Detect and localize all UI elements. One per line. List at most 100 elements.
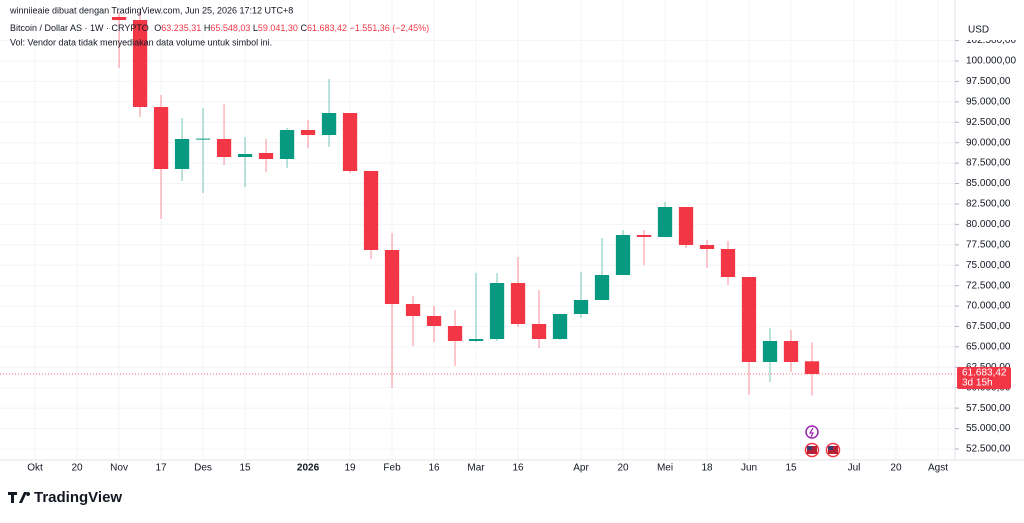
y-tick-label: 80.000,00 (966, 219, 1011, 230)
y-tick-label: 70.000,00 (966, 301, 1011, 312)
x-tick-label: 18 (701, 463, 713, 474)
candle (573, 271, 589, 318)
candle (468, 273, 484, 342)
last-price-label: 61.683,42 (962, 368, 1007, 379)
candle-body (552, 313, 568, 339)
y-tick-label: 52.500,00 (966, 444, 1011, 455)
candle (615, 230, 631, 276)
candle-body (657, 207, 673, 238)
candle (804, 342, 820, 396)
candle-body (111, 17, 127, 21)
candle (405, 296, 421, 346)
x-tick-label: 2026 (297, 463, 320, 474)
candle (195, 108, 211, 194)
candle-body (405, 303, 421, 316)
y-tick-label: 55.000,00 (966, 423, 1011, 434)
y-tick-label: 87.500,00 (966, 158, 1011, 169)
candle-body (573, 299, 589, 314)
x-tick-label: Mar (467, 463, 485, 474)
currency: USD (968, 25, 989, 36)
countdown: 3d 15h (962, 378, 993, 389)
candle-body (510, 282, 526, 324)
y-tick-label: 65.000,00 (966, 342, 1011, 353)
candle (531, 289, 547, 348)
x-tick-label: 15 (239, 463, 251, 474)
candle-body (384, 250, 400, 304)
candle (384, 233, 400, 388)
y-tick-label: 100.000,00 (966, 56, 1016, 67)
candle (426, 305, 442, 342)
low-key: L (253, 23, 258, 33)
candle-body (594, 275, 610, 300)
candle (321, 79, 337, 148)
event-icon[interactable] (805, 425, 819, 439)
event-bolt (808, 427, 814, 438)
x-tick-label: 15 (785, 463, 797, 474)
flag-canton (807, 446, 812, 450)
y-tick-label: 67.500,00 (966, 321, 1011, 332)
x-tick-label: Mei (657, 463, 673, 474)
candle-body (468, 338, 484, 341)
x-tick-label: 20 (617, 463, 629, 474)
change: −1.551,36 (−2,45%) (350, 23, 430, 33)
candle (237, 137, 253, 188)
candle-body (300, 130, 316, 136)
x-tick-label: 19 (344, 463, 356, 474)
credit: winniieaie dibuat dengan TradingView.com… (9, 5, 293, 15)
candle (216, 104, 232, 166)
candle-body (237, 154, 253, 158)
candle (699, 240, 715, 269)
candles (111, 10, 820, 396)
x-tick-label: Jul (848, 463, 861, 474)
last-price-box (957, 366, 1011, 389)
candle (258, 139, 274, 173)
candle (153, 95, 169, 220)
legend-ohlc: Bitcoin / Dollar AS · 1W · CRYPTO O63.23… (10, 23, 429, 33)
candle-body (615, 235, 631, 276)
x-tick-label: Feb (383, 463, 401, 474)
x-tick-label: 16 (512, 463, 524, 474)
candle-body (678, 207, 694, 246)
candle-body (762, 340, 778, 362)
candle-body (279, 130, 295, 160)
candle (300, 120, 316, 149)
candle-body (174, 139, 190, 170)
y-tick-label: 85.000,00 (966, 178, 1011, 189)
candle (510, 257, 526, 327)
candle (174, 118, 190, 182)
candle-body (699, 245, 715, 250)
candle-body (531, 323, 547, 339)
candle-body (426, 315, 442, 326)
candle-body (783, 340, 799, 362)
x-tick-label: 16 (428, 463, 440, 474)
x-tick-label: Jun (741, 463, 757, 474)
x-tick-label: Apr (573, 463, 589, 474)
y-tick-label: 82.500,00 (966, 199, 1011, 210)
candle (111, 12, 127, 69)
x-tick-label: Agst (928, 463, 948, 474)
candle-body (720, 249, 736, 278)
candle-body (258, 153, 274, 160)
x-tick-label: Des (194, 463, 212, 474)
candle-body (804, 361, 820, 374)
y-tick-label: 92.500,00 (966, 117, 1011, 128)
axes: 52.500,0055.000,0057.500,0060.000,0062.5… (27, 35, 1016, 473)
candle-body (342, 113, 358, 172)
x-tick-label: 20 (72, 463, 84, 474)
y-tick-label: 75.000,00 (966, 260, 1011, 271)
y-tick-label: 72.500,00 (966, 280, 1011, 291)
flag-canton (828, 446, 833, 450)
candle (279, 128, 295, 169)
x-tick-label: 20 (890, 463, 902, 474)
candle-body (216, 139, 232, 158)
candle (363, 171, 379, 260)
volume-note: Vol: Vendor data tidak menyediakan data … (10, 37, 272, 47)
candle-body (489, 282, 505, 339)
y-tick-label: 95.000,00 (966, 96, 1011, 107)
y-tick-label: 97.500,00 (966, 76, 1011, 87)
candle-body (741, 277, 757, 362)
candle (762, 327, 778, 382)
brand-logo[interactable]: TradingView (8, 489, 122, 506)
